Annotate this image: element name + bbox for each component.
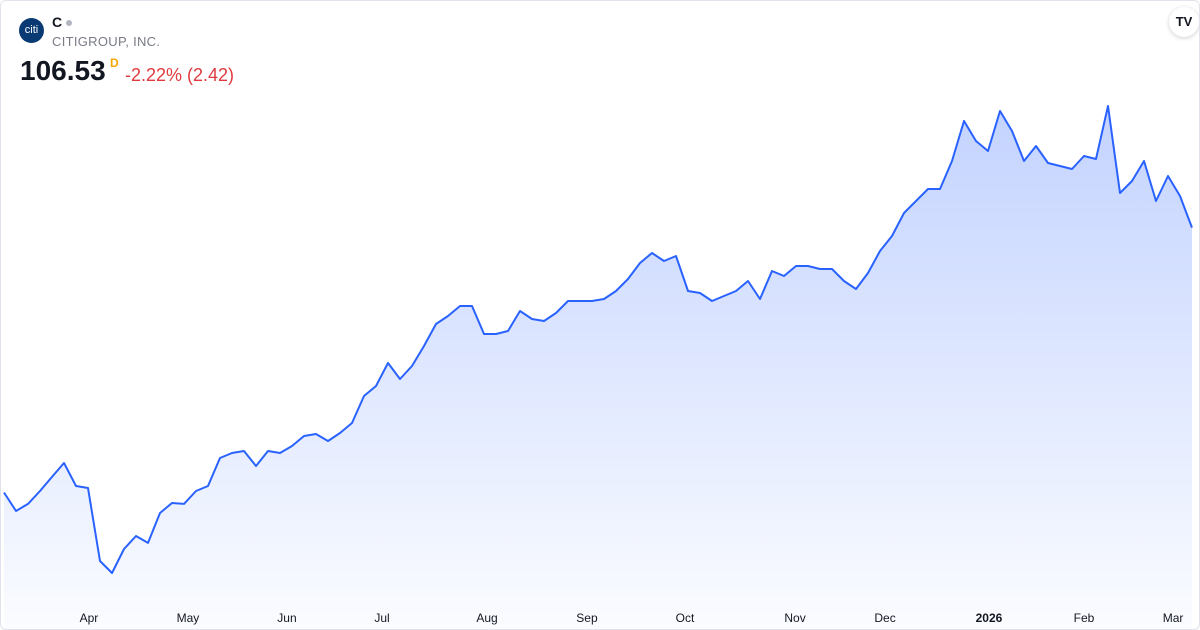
x-tick-label: Oct	[676, 611, 695, 625]
x-tick-label: Apr	[80, 611, 99, 625]
x-tick-label: Mar	[1163, 611, 1184, 625]
x-tick-label: Nov	[784, 611, 805, 625]
x-tick-label: Feb	[1074, 611, 1095, 625]
price: 106.53	[20, 55, 106, 86]
interval: D	[110, 56, 119, 70]
x-tick-label: Jul	[374, 611, 389, 625]
status-dot	[66, 20, 73, 27]
x-tick-label: Aug	[476, 611, 497, 625]
change: -2.22% (2.42)	[125, 65, 235, 85]
company-name: CITIGROUP, INC.	[52, 34, 161, 49]
x-tick-label: Dec	[874, 611, 895, 625]
x-tick-label: 2026	[976, 611, 1003, 625]
x-tick-label: Sep	[576, 611, 598, 625]
x-tick-label: Jun	[277, 611, 296, 625]
symbol-row: C	[52, 14, 73, 30]
logo: citi	[19, 18, 44, 43]
area	[4, 106, 1192, 629]
x-tick-label: May	[177, 611, 200, 625]
tradingview-logo[interactable]: TV	[1169, 7, 1199, 37]
price-line	[3, 105, 1193, 574]
symbol: C	[52, 14, 63, 30]
